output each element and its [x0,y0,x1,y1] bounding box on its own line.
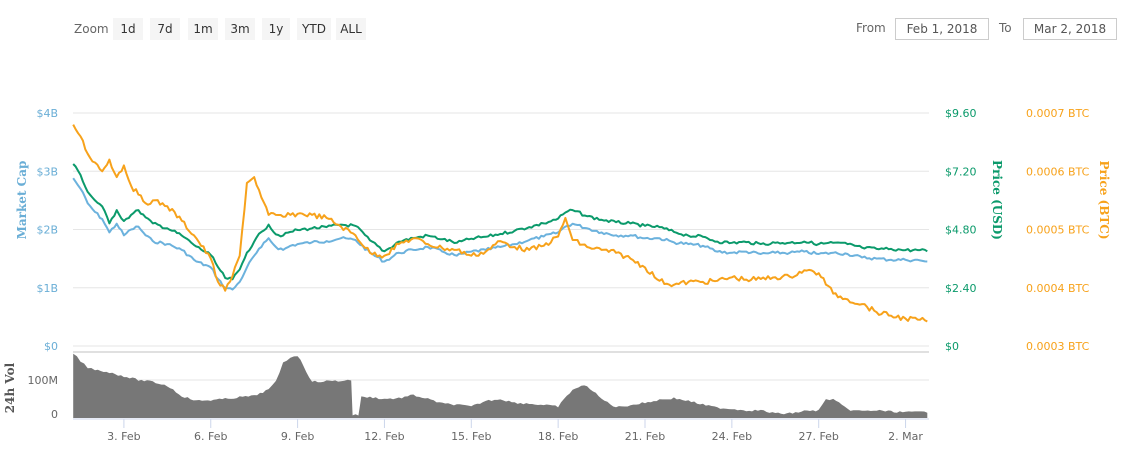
market-cap-tick: $4B [36,107,58,120]
market-cap-tick: $2B [36,224,58,237]
usd-price-tick: $9.60 [945,107,977,120]
x-tick-label: 27. Feb [798,430,838,443]
x-tick-label: 18. Feb [538,430,578,443]
x-tick-label: 12. Feb [364,430,404,443]
volume-tick: 100M [28,374,59,387]
market-cap-tick: $0 [44,340,58,353]
zoom-button-all[interactable]: ALL [336,18,366,40]
btc-price-tick: 0.0005 BTC [1026,224,1090,237]
volume-area [73,353,928,418]
btc-price-tick: 0.0003 BTC [1026,340,1090,353]
x-tick-label: 6. Feb [194,430,227,443]
usd-price-tick: $4.80 [945,224,977,237]
btc-price-tick: 0.0004 BTC [1026,282,1090,295]
zoom-label: Zoom [74,22,109,36]
btc-price-tick: 0.0006 BTC [1026,165,1090,178]
btc-price-tick: 0.0007 BTC [1026,107,1090,120]
zoom-button-1d[interactable]: 1d [113,18,143,40]
zoom-button-7d[interactable]: 7d [150,18,180,40]
zoom-button-1y[interactable]: 1y [262,18,290,40]
x-tick-label: 9. Feb [281,430,314,443]
x-tick-label: 2. Mar [888,430,923,443]
usd-price-tick: $2.40 [945,282,977,295]
x-tick-label: 21. Feb [625,430,665,443]
x-tick-label: 3. Feb [107,430,140,443]
from-date-input[interactable]: Feb 1, 2018 [895,18,989,40]
volume-tick: 0 [51,408,58,421]
market-cap-tick: $3B [36,165,58,178]
to-date-input[interactable]: Mar 2, 2018 [1023,18,1117,40]
from-label: From [856,21,886,35]
btc-price-line [72,124,928,323]
market-cap-axis-title: Market Cap [15,161,29,240]
usd-price-tick: $0 [945,340,959,353]
market-cap-tick: $1B [36,282,58,295]
btc-axis-title: Price (BTC) [1097,160,1111,239]
x-tick-label: 24. Feb [712,430,752,443]
x-tick-label: 15. Feb [451,430,491,443]
to-label: To [999,21,1012,35]
chart-toolbar: Zoom 1d 7d 1m 3m 1y YTD ALL From Feb 1, 2018 T… [0,0,1121,50]
zoom-button-ytd[interactable]: YTD [297,18,331,40]
usd-axis-title: Price (USD) [990,160,1004,240]
zoom-button-3m[interactable]: 3m [225,18,255,40]
zoom-button-1m[interactable]: 1m [188,18,218,40]
usd-price-tick: $7.20 [945,165,977,178]
usd-price-line [72,163,928,281]
volume-axis-title: 24h Vol [3,362,17,413]
